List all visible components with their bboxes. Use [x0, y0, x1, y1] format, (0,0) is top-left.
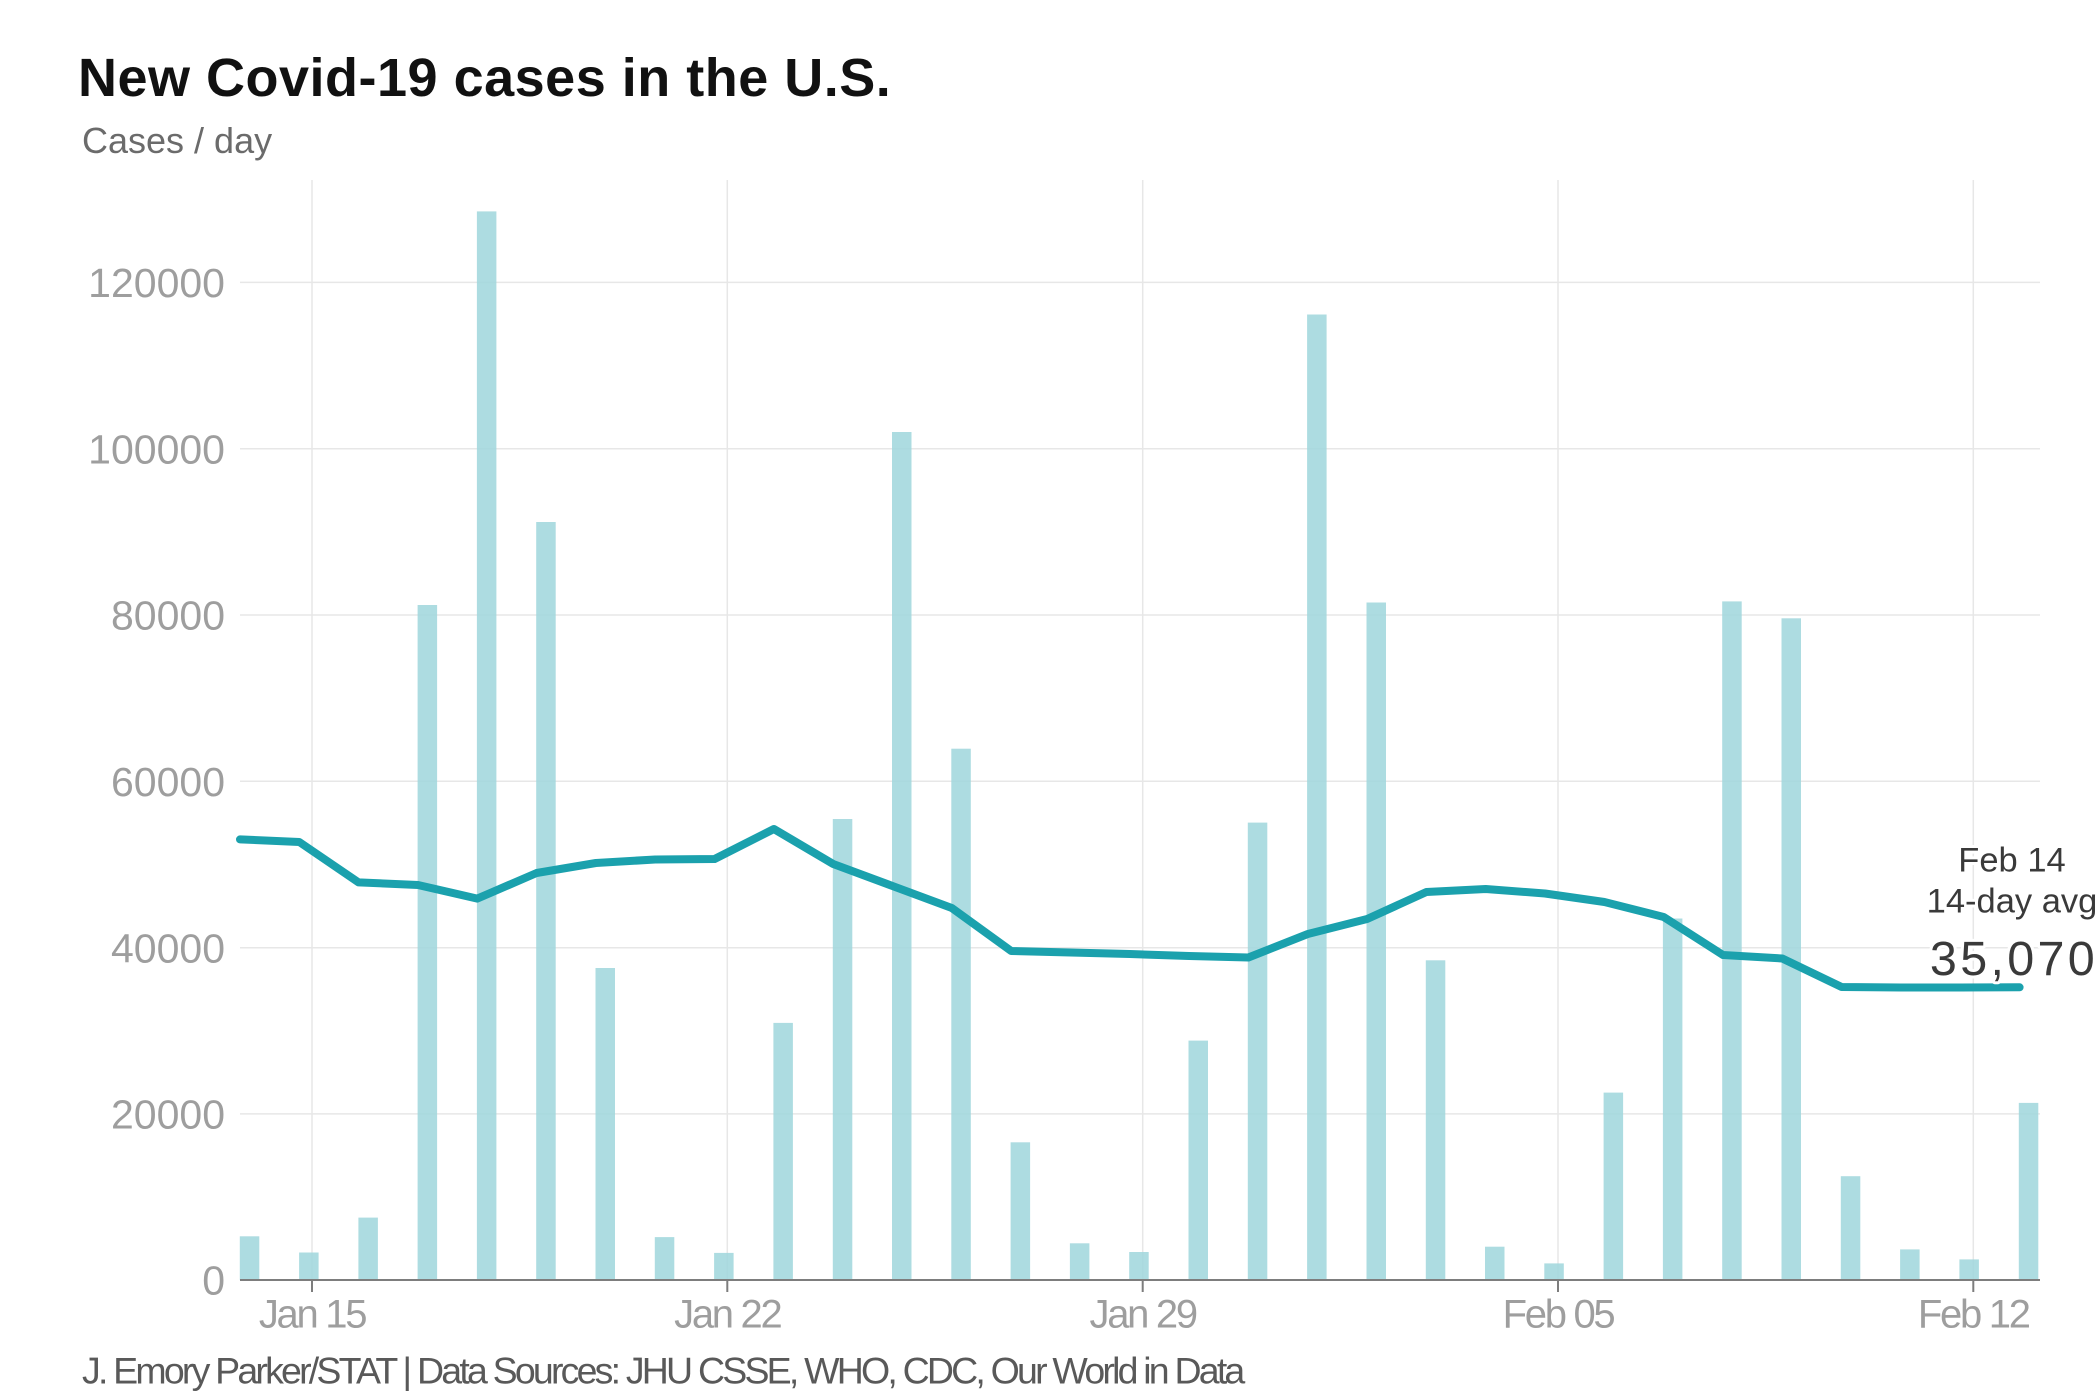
svg-text:100000: 100000 [88, 426, 225, 472]
svg-text:Jan 15: Jan 15 [259, 1293, 366, 1337]
svg-text:Feb 05: Feb 05 [1503, 1293, 1615, 1337]
svg-text:0: 0 [202, 1258, 225, 1304]
svg-text:120000: 120000 [88, 260, 225, 306]
svg-text:80000: 80000 [111, 593, 225, 639]
svg-text:60000: 60000 [111, 759, 225, 805]
svg-text:14-day avg: 14-day avg [1927, 883, 2098, 921]
svg-text:Feb 12: Feb 12 [1918, 1293, 2030, 1337]
svg-text:Jan 29: Jan 29 [1090, 1293, 1197, 1337]
svg-text:20000: 20000 [111, 1092, 225, 1138]
svg-text:Feb 14: Feb 14 [1958, 842, 2065, 880]
svg-text:Cases / day: Cases / day [82, 120, 272, 161]
svg-text:35,070: 35,070 [1930, 932, 2098, 986]
svg-text:40000: 40000 [111, 925, 225, 971]
svg-text:New Covid-19 cases in the U.S.: New Covid-19 cases in the U.S. [78, 48, 891, 108]
svg-text:Jan 22: Jan 22 [674, 1293, 781, 1337]
svg-text:J. Emory Parker/STAT | Data So: J. Emory Parker/STAT | Data Sources: JHU… [82, 1350, 1245, 1392]
